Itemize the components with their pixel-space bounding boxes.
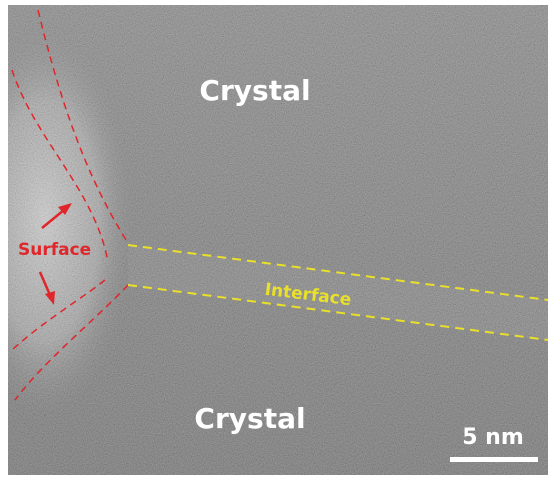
image-area: Crystal Crystal Surface Interface 5 nm [0, 5, 548, 475]
region-label: Crystal [199, 74, 310, 107]
scale-bar-label: 5 nm [462, 425, 524, 450]
surface-label: Surface [18, 240, 91, 260]
micrograph: Crystal Crystal Surface Interface 5 nm [0, 0, 548, 477]
scale-bar [450, 457, 538, 462]
region-label: Crystal [194, 402, 305, 435]
